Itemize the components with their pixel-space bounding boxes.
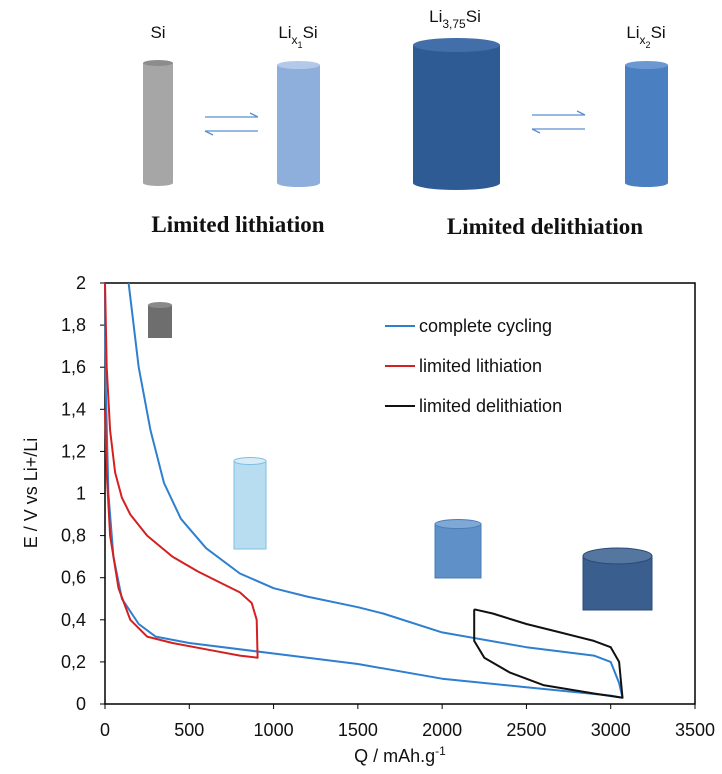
series-line — [473, 608, 624, 699]
arrows — [204, 110, 586, 136]
x-tick-label: 3000 — [591, 720, 631, 740]
x-tick-label: 1000 — [254, 720, 294, 740]
cylinder — [143, 60, 173, 186]
x-axis-title-text: Q / mAh.g — [354, 746, 435, 766]
y-tick-label: 0,4 — [61, 610, 86, 630]
state-label: Li3,75Si — [429, 7, 481, 31]
label-part: Si — [466, 7, 481, 26]
x-tick-label: 2000 — [422, 720, 462, 740]
cylinder — [625, 61, 668, 187]
plot-frame — [104, 282, 696, 705]
label-part: Si — [651, 23, 666, 42]
diagram: Si Lix1Si Li3,75Si Lix2Si Limited lithia… — [143, 7, 668, 239]
caption: Limited lithiation — [151, 212, 324, 237]
y-tick-label: 1,6 — [61, 357, 86, 377]
series-line — [104, 282, 624, 699]
label-part: Li — [278, 23, 291, 42]
state-label: Lix2Si — [626, 23, 665, 50]
legend-label: complete cycling — [419, 316, 552, 336]
label-subsub: 2 — [646, 40, 651, 50]
cylinder — [277, 61, 320, 187]
cylinder — [413, 38, 500, 190]
label-sub: x — [292, 33, 298, 47]
y-tick-label: 1 — [76, 484, 86, 504]
label-part: Si — [303, 23, 318, 42]
y-tick-label: 0,6 — [61, 568, 86, 588]
label-sub: 3,75 — [442, 17, 466, 31]
x-axis-title-sup: -1 — [435, 744, 446, 758]
x-tick-label: 500 — [174, 720, 204, 740]
y-axis-title: E / V vs Li+/Li — [21, 438, 41, 549]
series-line — [104, 282, 259, 659]
caption: Limited delithiation — [447, 214, 643, 239]
label-part: Li — [429, 7, 442, 26]
y-tick-label: 0,8 — [61, 526, 86, 546]
y-tick-label: 0,2 — [61, 652, 86, 672]
legend-label: limited lithiation — [419, 356, 542, 376]
y-tick-label: 1,8 — [61, 315, 86, 335]
chart-icons — [148, 302, 653, 611]
state-label: Si — [150, 23, 165, 42]
label-subsub: 1 — [298, 40, 303, 50]
label-sub: x — [640, 33, 646, 47]
x-tick-label: 2500 — [506, 720, 546, 740]
x-tick-label: 3500 — [675, 720, 715, 740]
x-axis-title: Q / mAh.g-1 — [354, 744, 446, 766]
y-tick-label: 1,2 — [61, 441, 86, 461]
legend-label: limited delithiation — [419, 396, 562, 416]
y-tick-label: 2 — [76, 273, 86, 293]
plot: 0 0,2 0,4 0,6 0,8 1 1,2 1,4 1,6 1,8 2 0 500 1000 1500 2… — [61, 273, 715, 740]
state-label: Lix1Si — [278, 23, 317, 50]
x-tick-label: 1500 — [338, 720, 378, 740]
y-tick-label: 0 — [76, 694, 86, 714]
label-part: Li — [626, 23, 639, 42]
y-tick-label: 1,4 — [61, 399, 86, 419]
x-tick-label: 0 — [100, 720, 110, 740]
